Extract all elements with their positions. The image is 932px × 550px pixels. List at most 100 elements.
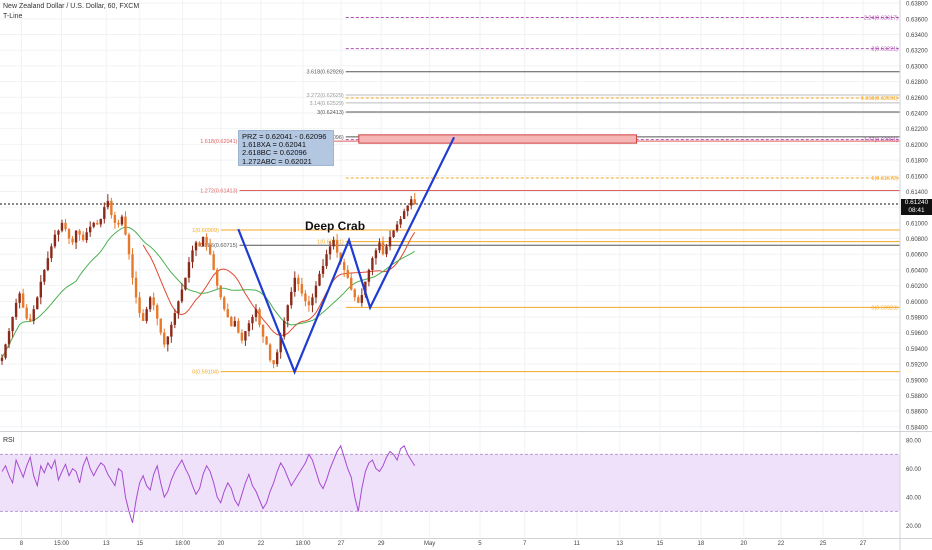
candle-body [290,291,293,306]
time-tick-label: 8 [20,541,24,547]
candle-body [7,331,11,345]
time-tick-label: 18:00 [295,541,311,547]
candle-body [392,230,395,237]
time-tick-label: 7 [523,541,527,547]
candle-body [371,258,374,270]
candle-body [103,207,106,219]
time-tick-label: 11 [574,541,581,547]
time-tick-label: 27 [338,541,345,547]
price-tick-label: 0.62000 [906,143,928,149]
price-axis[interactable]: 0.58400 0.58600 0.58800 0.59000 0.59200 0.594… [899,0,928,550]
candle-body [332,240,335,247]
rsi-tick-label: 40.00 [906,496,922,502]
candle-body [385,246,388,255]
prz-zone [358,134,638,144]
candle-body [374,250,378,259]
time-tick-label: 20 [218,541,225,547]
price-tick-label: 0.59800 [906,316,928,322]
rsi-axis: 20.00 40.00 60.00 80.00 [906,439,922,530]
candle-body [335,240,339,253]
fib-level-label: 0.886(0.60715) [200,243,237,249]
fib-level-label: 2(0.63221) [871,47,898,53]
price-tick-label: 0.61000 [906,221,928,227]
candle-body [378,242,381,251]
harmonic-pattern[interactable] [237,136,456,375]
time-axis[interactable]: 8 15:00 13 15 18:00 20 22 18:00 27 29 May 5 7 11 13 15 1… [20,541,867,547]
fib-level-label: 1.618(0.62591) [861,96,898,102]
price-tick-label: 0.59400 [906,347,928,353]
time-tick-label: 20 [740,541,747,547]
candle-body [395,224,399,231]
pattern-name-label: Deep Crab [305,219,366,233]
candle-body [314,285,318,298]
candle-body [275,352,279,365]
prz-line-xa: 1.618XA = 0.62041 [242,140,307,150]
ma-slow-line [1,226,415,359]
time-tick-label: 22 [258,541,265,547]
rsi-band [0,454,900,512]
candle-body [318,273,321,286]
candle-body [71,238,74,243]
time-tick-label: 15:00 [54,541,70,547]
price-tick-label: 0.59600 [906,331,928,337]
candle-body [215,269,219,286]
candle-body [247,323,251,332]
candle-body [265,336,268,345]
candle-body [11,317,14,332]
candle-body [261,324,265,337]
candle-body [187,262,191,278]
candle-body [36,297,39,310]
candle-body [74,230,78,243]
candle-body [353,289,356,298]
candle-body [360,295,364,303]
candle-body [21,293,25,308]
candle-body [191,250,194,263]
price-tick-label: 0.61600 [906,174,928,180]
candle-body [399,218,402,225]
candle-body [50,246,53,259]
candle-body [350,277,353,290]
candle-body [240,332,244,341]
candle-body [367,269,371,282]
candle-body [410,199,413,206]
time-tick-label: 22 [778,541,785,547]
candle-body [194,242,198,251]
candle-body [39,281,43,298]
candle-body [325,254,328,267]
candle-body [127,234,131,255]
candle-body [67,229,71,239]
fib-level-label: 0(0.59104) [192,370,219,376]
candle-body [226,309,229,318]
candle-body [205,236,208,245]
candle-body [346,269,349,278]
ma-fast-line [142,232,416,336]
price-tick-label: 0.62200 [906,127,928,133]
candle-body [163,332,166,345]
candle-body [32,309,35,321]
candle-body [279,336,282,353]
price-tick-label: 0.62800 [906,80,928,86]
candle-body [113,215,117,223]
rsi-panel [0,444,900,523]
fib-level-label: 3.14(0.62529) [310,101,344,107]
candle-body [219,285,222,298]
candle-body [25,307,28,319]
candle-body [237,320,240,333]
time-tick-label: 18:00 [175,541,191,547]
candle-body [170,324,173,337]
candle-body [99,218,102,225]
candle-body [124,216,127,235]
price-tick-label: 0.60800 [906,237,928,243]
bar-countdown: 08:41 [908,207,925,214]
price-tick-label: 0.61800 [906,159,928,165]
candle-body [258,309,261,325]
candle-body [293,277,296,292]
candle-body [4,344,7,358]
price-tick-label: 0.58600 [906,410,928,416]
candle-body [413,199,416,205]
candle-body [131,254,134,278]
candle-body [96,222,99,225]
fib-level-label: 3.618(0.62926) [306,70,343,76]
prz-line-range: PRZ = 0.62041 - 0.62096 [242,132,327,141]
